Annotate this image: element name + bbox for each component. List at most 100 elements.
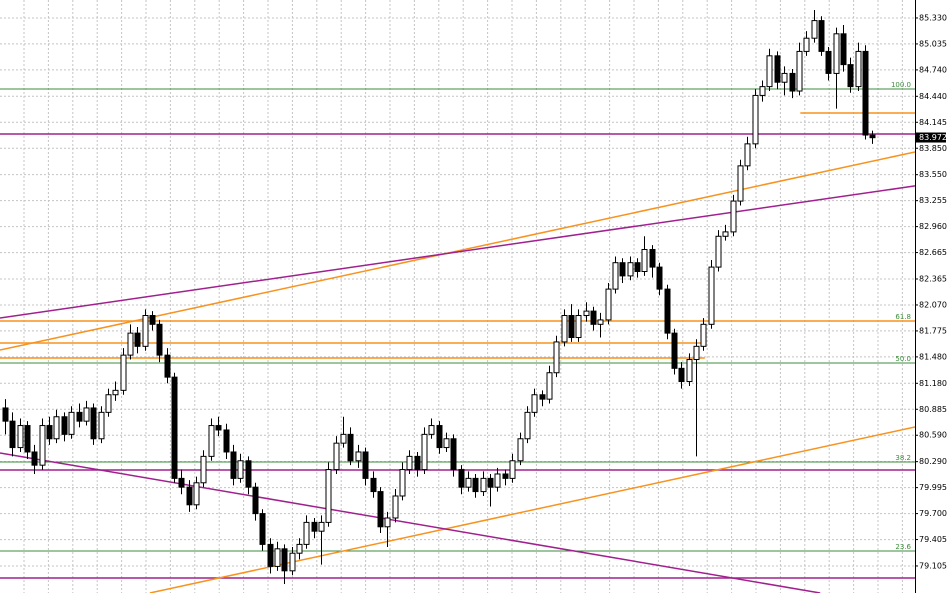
candle-body <box>487 477 494 488</box>
y-tick-label: 83.550 <box>919 170 947 179</box>
candle-body <box>318 521 325 532</box>
candle-body <box>656 266 663 290</box>
candle-body <box>384 517 391 528</box>
y-tick-label: 84.440 <box>919 92 947 101</box>
candle-body <box>296 543 303 554</box>
y-tick-label: 84.145 <box>919 118 947 127</box>
candle-body <box>46 425 53 440</box>
candle-body <box>149 315 156 325</box>
candle-body <box>340 433 347 444</box>
candle-body <box>156 323 163 356</box>
candle-body <box>98 411 105 440</box>
candle-body <box>223 429 230 453</box>
candle-body <box>678 367 685 383</box>
candle-body <box>134 332 141 347</box>
candle-body <box>686 359 693 383</box>
candle-body <box>744 143 751 167</box>
candle-body <box>752 94 759 145</box>
last-price-box <box>916 132 946 143</box>
candle-body <box>347 433 354 462</box>
candle-body <box>833 33 840 74</box>
trend-line <box>0 452 821 593</box>
candle-body <box>436 425 443 449</box>
y-tick-label: 79.995 <box>919 483 947 492</box>
candle-body <box>855 50 862 88</box>
candle-body <box>612 262 619 290</box>
candle-body <box>105 394 112 413</box>
candle-body <box>766 55 773 88</box>
candle-body <box>472 477 479 493</box>
candle-body <box>392 495 399 519</box>
y-tick-label: 82.665 <box>919 248 947 257</box>
candle-body <box>17 425 24 449</box>
candle-body <box>208 425 215 457</box>
candle-body <box>333 442 340 471</box>
candle-body <box>193 482 200 506</box>
candle-body <box>708 266 715 325</box>
candle-body <box>164 354 171 378</box>
y-tick-label: 83.850 <box>919 144 947 153</box>
level-label: 23.6 <box>895 543 911 551</box>
candle-body <box>259 513 266 545</box>
level-label: 61.8 <box>895 313 911 321</box>
candle-body <box>399 469 406 497</box>
candle-body <box>869 134 876 139</box>
candle-body <box>583 310 590 317</box>
candle-body <box>127 332 134 356</box>
candle-body <box>200 455 207 484</box>
candle-body <box>142 315 149 347</box>
candle-body <box>561 315 568 343</box>
candle-body <box>83 407 90 422</box>
candle-body <box>281 548 288 572</box>
candle-body <box>502 473 509 479</box>
candle-body <box>847 64 854 88</box>
candle-body <box>546 372 553 400</box>
candle-body <box>480 477 487 493</box>
y-tick-label: 84.740 <box>919 65 947 74</box>
candle-body <box>406 455 413 471</box>
y-tick-label: 85.035 <box>919 39 947 48</box>
candle-body <box>414 455 421 471</box>
candle-body <box>774 55 781 83</box>
candle-body <box>825 50 832 74</box>
candle-body <box>722 231 729 237</box>
candle-body <box>76 411 83 422</box>
y-tick-label: 79.105 <box>919 561 947 570</box>
y-tick-label: 79.700 <box>919 509 947 518</box>
y-tick-label: 79.405 <box>919 535 947 544</box>
y-tick-label: 80.885 <box>919 405 947 414</box>
candle-body <box>90 407 97 440</box>
candle-body <box>664 288 671 334</box>
candle-body <box>803 37 810 52</box>
y-tick-label: 82.365 <box>919 274 947 283</box>
y-tick-label: 82.070 <box>919 300 947 309</box>
candle-body <box>531 394 538 413</box>
candle-body <box>267 543 274 567</box>
candle-body <box>737 165 744 202</box>
candle-body <box>120 354 127 391</box>
candle-body <box>840 33 847 66</box>
candle-body <box>362 451 369 479</box>
y-tick-label: 83.255 <box>919 196 947 205</box>
candle-body <box>2 407 9 422</box>
candle-body <box>178 477 185 488</box>
candle-body <box>494 473 501 488</box>
candle-body <box>700 323 707 347</box>
candle-body <box>377 491 384 528</box>
candle-body <box>24 425 31 453</box>
candle-body <box>450 438 457 471</box>
candle-body <box>61 416 68 435</box>
candle-body <box>303 521 310 545</box>
candle-body <box>811 20 818 39</box>
candle-body <box>311 521 318 532</box>
candle-body <box>781 72 788 83</box>
candle-body <box>245 460 252 488</box>
candle-body <box>634 262 641 272</box>
candle-body <box>370 477 377 493</box>
candle-body <box>759 86 766 96</box>
candle-body <box>862 50 869 136</box>
candle-body <box>575 315 582 339</box>
candle-body <box>31 451 38 466</box>
